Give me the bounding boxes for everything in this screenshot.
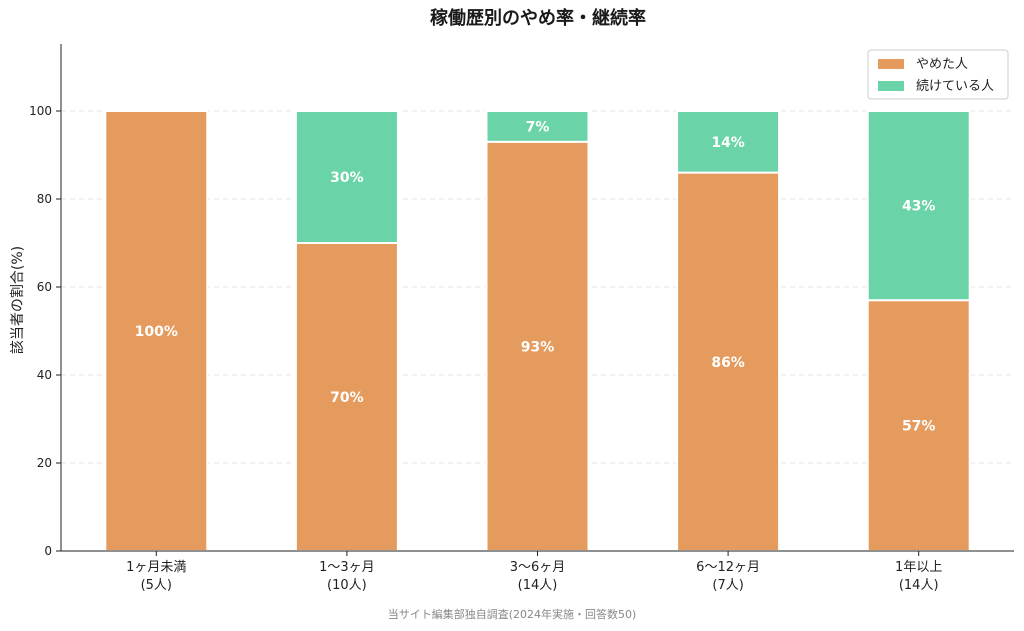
bar-segment [676, 171, 781, 552]
x-tick-count: (5人) [141, 578, 172, 593]
data-label: 86% [711, 355, 745, 371]
data-labels: 100% 70% 30% 93% 7% 86% 14% 57% 43% [135, 119, 936, 434]
y-tick-label: 0 [44, 544, 52, 558]
y-tick-label: 80 [37, 192, 52, 206]
y-tick-label: 40 [37, 368, 52, 382]
chart-title: 稼働歴別のやめ率・継続率 [430, 7, 646, 29]
bar-segment [866, 299, 971, 553]
data-label: 14% [711, 135, 745, 151]
x-tick-label: 6〜12ヶ月 [696, 560, 760, 575]
bar-segment [866, 110, 971, 302]
bar-segment [104, 110, 209, 552]
legend-swatch-continue [878, 81, 904, 91]
data-label: 57% [902, 419, 936, 435]
y-tick-label: 100 [29, 104, 52, 118]
x-tick-label: 1〜3ヶ月 [319, 560, 375, 575]
bar-segment [294, 110, 399, 244]
legend-label-quit: やめた人 [916, 57, 968, 72]
bar-segment [485, 110, 590, 143]
x-tick-count: (10人) [327, 578, 367, 593]
x-tick-label: 3〜6ヶ月 [510, 560, 566, 575]
x-tick-count: (14人) [899, 578, 939, 593]
bar-segment [676, 110, 781, 174]
y-tick-label: 60 [37, 280, 52, 294]
data-label: 70% [330, 390, 364, 406]
bars [104, 110, 971, 553]
legend-label-continue: 続けている人 [916, 79, 994, 94]
footnote: 当サイト編集部独自調査(2024年実施・回答数50) [388, 607, 637, 621]
data-label: 93% [521, 339, 555, 355]
x-axis-ticks: 1ヶ月未満 (5人) 1〜3ヶ月 (10人) 3〜6ヶ月 (14人) 6〜12ヶ月 (7人) 1… [126, 551, 942, 593]
x-tick-label: 1年以上 [895, 560, 942, 575]
legend-swatch-quit [878, 59, 904, 69]
x-tick-count: (14人) [518, 578, 558, 593]
x-tick-label: 1ヶ月未満 [126, 560, 186, 575]
y-axis-ticks: 0 20 40 60 80 100 [29, 104, 61, 558]
x-tick-count: (7人) [712, 578, 743, 593]
data-label: 100% [135, 324, 178, 340]
data-label: 30% [330, 170, 364, 186]
data-label: 43% [902, 199, 936, 215]
y-axis-label: 該当者の割合(%) [9, 246, 26, 354]
data-label: 7% [526, 119, 550, 135]
gridlines [61, 110, 1014, 464]
legend: やめた人 続けている人 [867, 49, 1009, 100]
y-tick-label: 20 [37, 456, 52, 470]
bar-segment [485, 140, 590, 553]
